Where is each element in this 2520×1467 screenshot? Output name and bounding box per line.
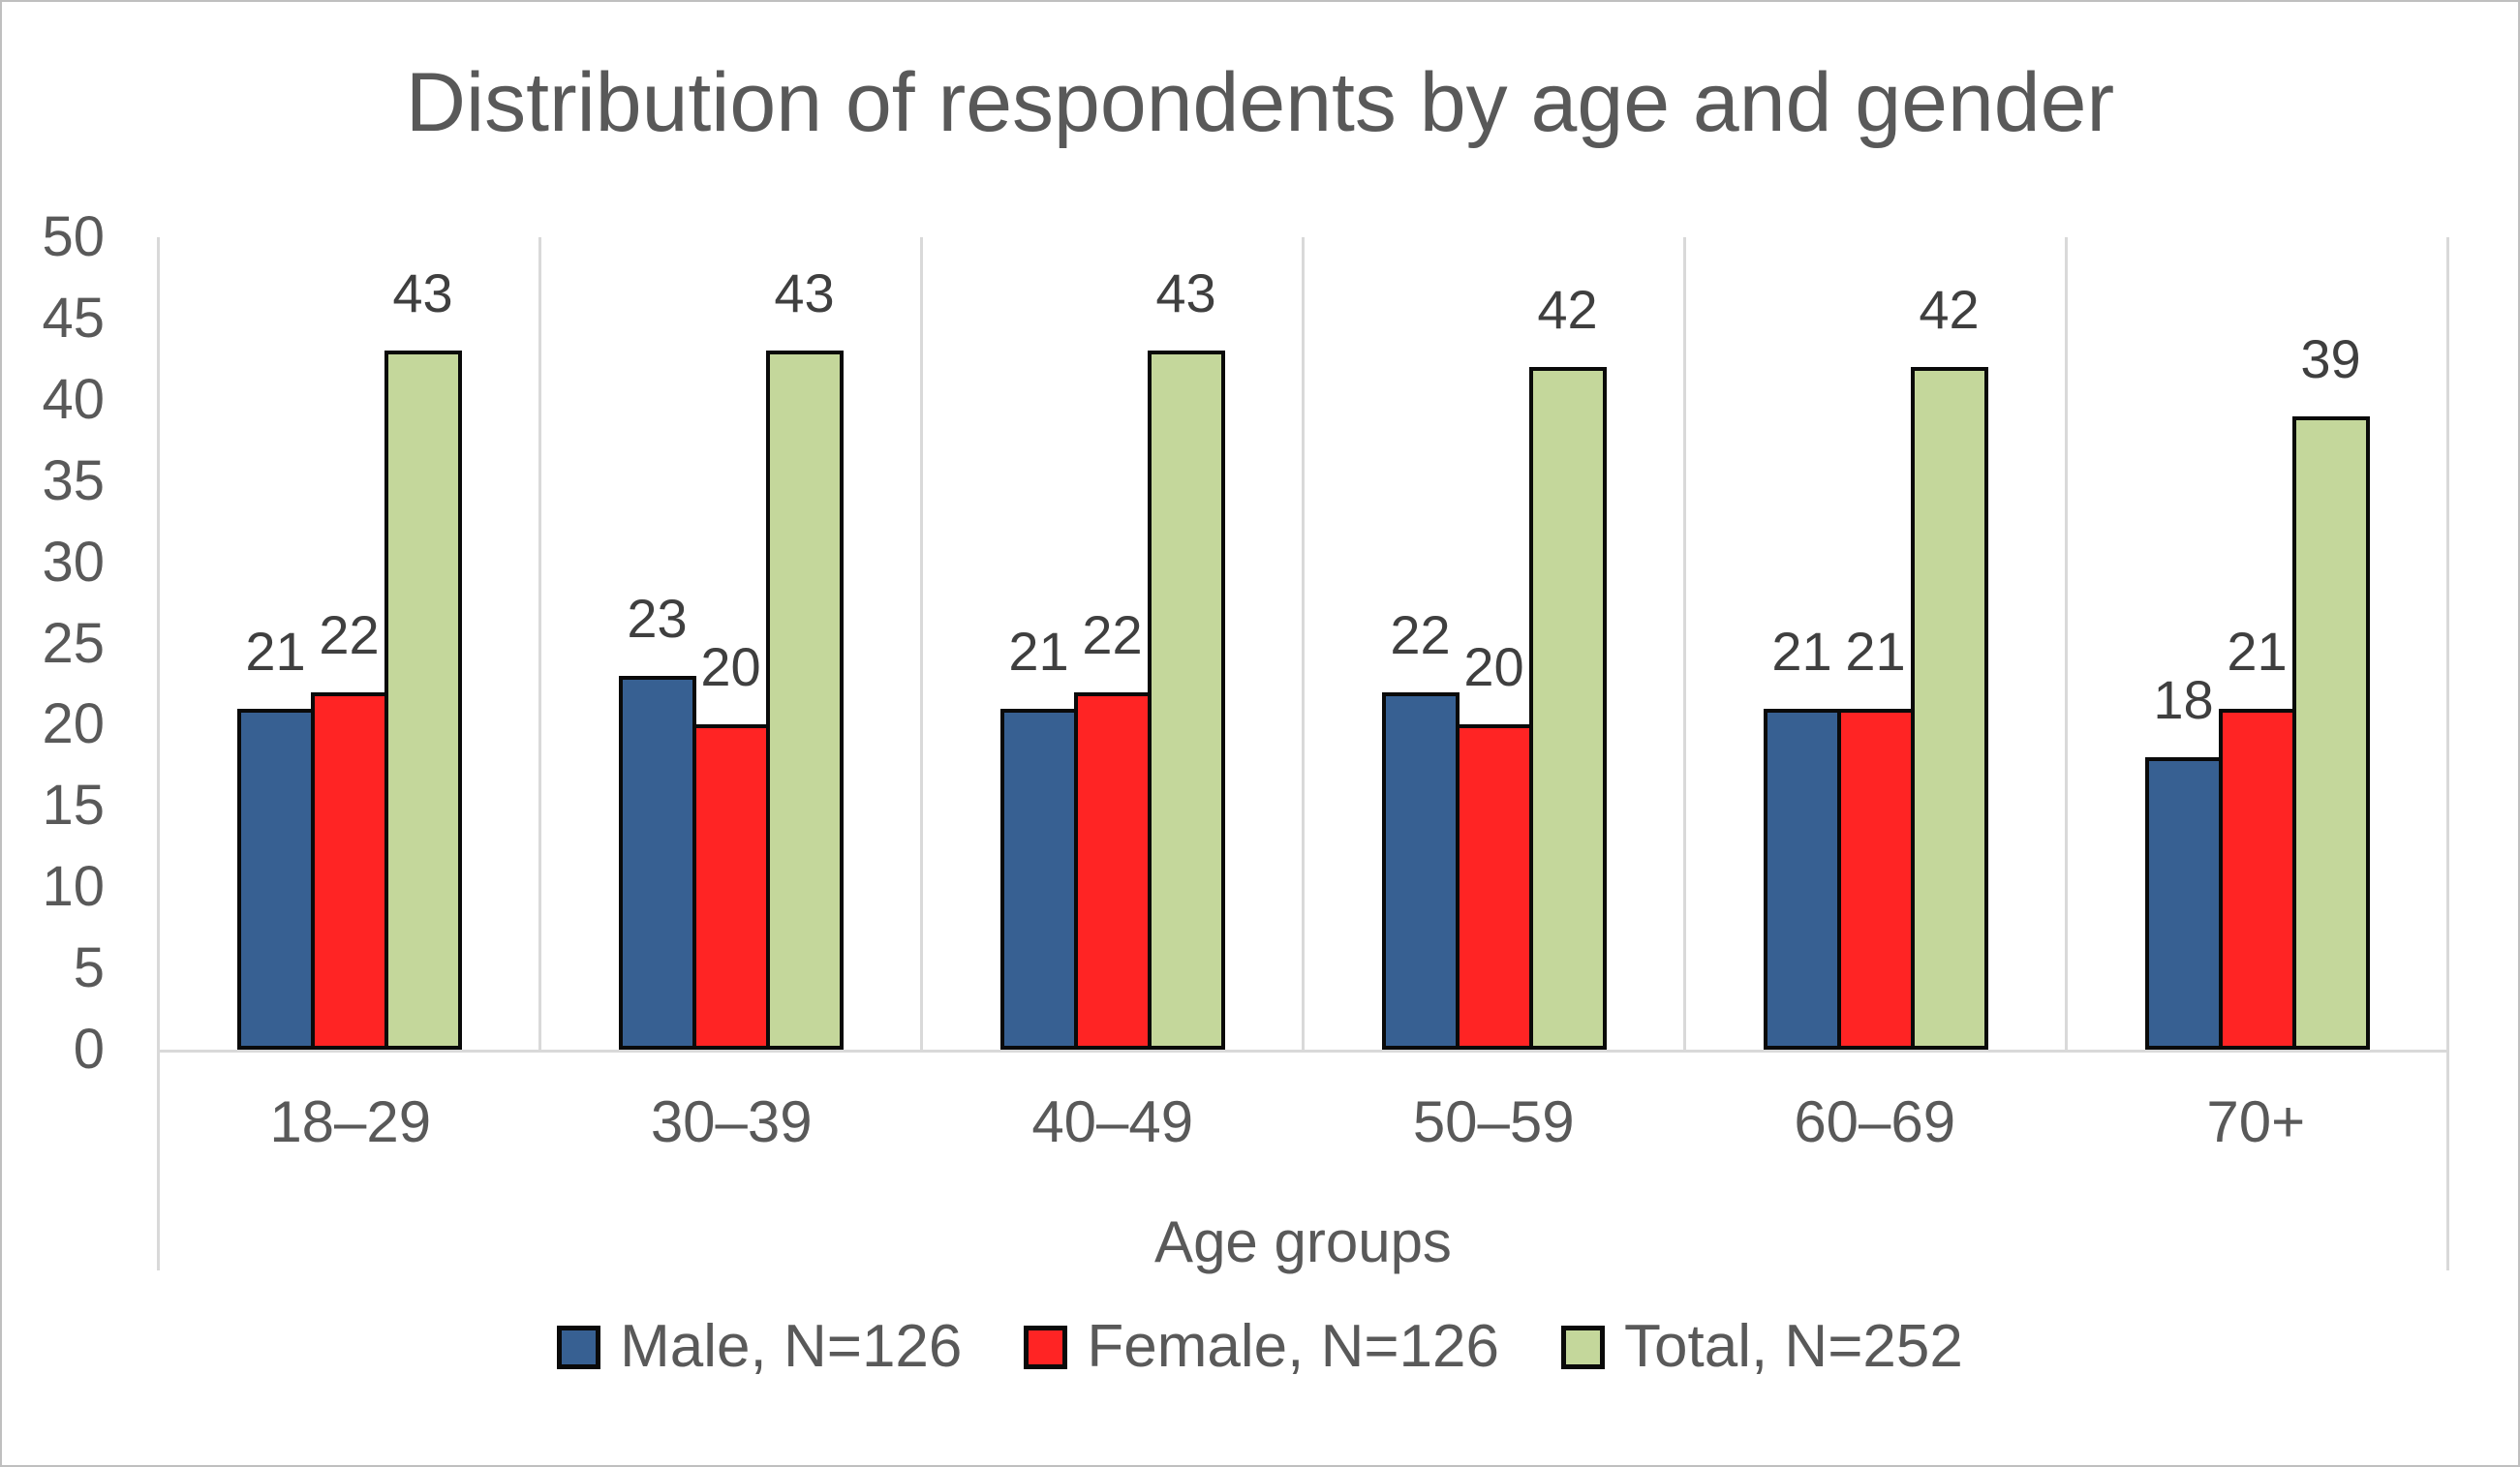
x-tick-label: 60–69 (1794, 1089, 1956, 1154)
bar-male: 22 (1381, 606, 1460, 1050)
legend-label: Female, N=126 (1087, 1313, 1500, 1380)
bar-male: 21 (236, 623, 315, 1050)
bar-cluster: 18 21 39 (2144, 237, 2370, 1050)
bar-male: 23 (618, 591, 696, 1050)
bar-female: 20 (691, 639, 770, 1050)
bar-value-label: 22 (319, 603, 380, 665)
bar-value-label: 20 (700, 636, 761, 698)
legend: Male, N=126 Female, N=126 Total, N=252 (2, 1315, 2518, 1379)
bar-value-label: 39 (2300, 327, 2361, 389)
bar-total: 43 (765, 265, 844, 1050)
legend-item: Total, N=252 (1561, 1315, 1963, 1379)
bar-value-label: 21 (1771, 620, 1832, 682)
bar-total: 42 (1528, 282, 1607, 1050)
plot-left-boundary-line (157, 237, 160, 1270)
bar-value-label: 21 (245, 620, 306, 682)
bar-male: 21 (999, 623, 1078, 1050)
bar-male: 18 (2144, 671, 2223, 1050)
y-tick-label: 25 (42, 611, 105, 675)
category-group: 22 20 42 (1305, 237, 1686, 1050)
plot-area: 21 22 43 23 20 43 21 22 43 22 20 42 21 21 42 18 21 39 (160, 237, 2446, 1053)
bar-value-label: 21 (1845, 620, 1906, 682)
legend-label: Male, N=126 (620, 1313, 963, 1380)
bar-value-label: 43 (1155, 262, 1216, 324)
bar-cluster: 21 21 42 (1763, 237, 1988, 1050)
x-axis-title: Age groups (1154, 1209, 1452, 1274)
bar-value-label: 23 (627, 588, 688, 650)
bar-total: 43 (384, 265, 462, 1050)
bar-total: 42 (1910, 282, 1988, 1050)
bar-value-label: 43 (774, 262, 835, 324)
category-group: 21 22 43 (160, 237, 541, 1050)
x-tick-label: 50–59 (1412, 1089, 1575, 1154)
bar-value-label: 18 (2153, 668, 2214, 730)
category-group: 18 21 39 (2068, 237, 2446, 1050)
bar-total: 43 (1147, 265, 1225, 1050)
legend-swatch (557, 1325, 601, 1369)
x-tick-label: 30–39 (650, 1089, 813, 1154)
legend-swatch (1024, 1325, 1068, 1369)
y-tick-label: 10 (42, 855, 105, 919)
bar-male: 21 (1763, 623, 1841, 1050)
y-tick-label: 40 (42, 367, 105, 431)
y-tick-label: 45 (42, 286, 105, 350)
bar-female: 20 (1455, 639, 1533, 1050)
y-tick-label: 5 (73, 936, 105, 1000)
legend-item: Female, N=126 (1024, 1315, 1499, 1379)
bar-value-label: 43 (392, 262, 453, 324)
legend-swatch (1561, 1325, 1606, 1369)
category-group: 21 21 42 (1686, 237, 2068, 1050)
y-tick-label: 15 (42, 774, 105, 838)
bar-value-label: 21 (1008, 620, 1069, 682)
y-tick-label: 30 (42, 530, 105, 594)
bar-value-label: 42 (1537, 279, 1598, 341)
bar-female: 22 (1073, 606, 1152, 1050)
bar-value-label: 21 (2227, 620, 2288, 682)
y-tick-label: 50 (42, 205, 105, 268)
legend-label: Total, N=252 (1624, 1313, 1963, 1380)
category-group: 23 20 43 (541, 237, 923, 1050)
bar-cluster: 21 22 43 (999, 237, 1225, 1050)
y-tick-label: 0 (73, 1018, 105, 1081)
x-tick-label: 40–49 (1031, 1089, 1194, 1154)
bar-value-label: 42 (1919, 279, 1980, 341)
x-tick-label: 18–29 (269, 1089, 432, 1154)
bar-cluster: 23 20 43 (618, 237, 844, 1050)
bar-value-label: 20 (1463, 636, 1524, 698)
legend-item: Male, N=126 (557, 1315, 962, 1379)
bar-female: 22 (310, 606, 388, 1050)
bar-female: 21 (1836, 623, 1915, 1050)
bar-value-label: 22 (1082, 603, 1143, 665)
bar-value-label: 22 (1390, 603, 1451, 665)
x-tick-label: 70+ (2206, 1089, 2306, 1154)
y-tick-label: 20 (42, 692, 105, 756)
bar-cluster: 22 20 42 (1381, 237, 1607, 1050)
category-group: 21 22 43 (923, 237, 1305, 1050)
bar-cluster: 21 22 43 (236, 237, 462, 1050)
plot-right-boundary-line (2446, 237, 2449, 1270)
bar-total: 39 (2291, 330, 2370, 1050)
y-tick-label: 35 (42, 448, 105, 512)
x-axis: 18–29 30–39 40–49 50–59 60–69 70+ (160, 1092, 2446, 1152)
y-axis: 0 5 10 15 20 25 30 35 40 45 50 (2, 209, 105, 1078)
chart-title: Distribution of respondents by age and g… (405, 56, 2115, 149)
bar-female: 21 (2218, 623, 2296, 1050)
